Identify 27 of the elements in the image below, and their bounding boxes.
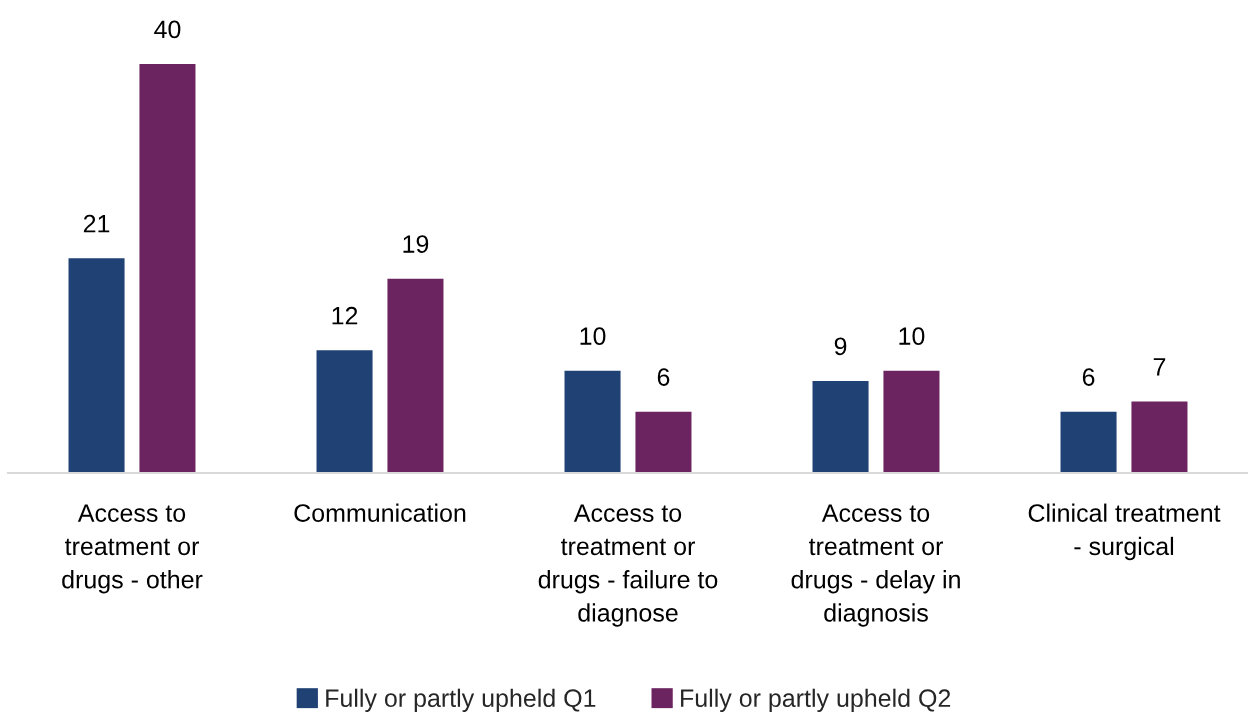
- data-label: 19: [403, 235, 429, 253]
- bar: [316, 350, 373, 473]
- x-tick-label: Communication: [294, 503, 466, 522]
- bar: [1060, 411, 1117, 473]
- data-label: 10: [899, 327, 925, 345]
- bar: [812, 380, 869, 473]
- x-tick-label: Access to treatment or drugs - failure to diagnose: [538, 504, 718, 627]
- x-tick-label: Access to treatment or drugs - other: [62, 504, 203, 594]
- legend-label: Fully or partly upheld Q1: [326, 688, 596, 712]
- data-label: 21: [83, 214, 110, 233]
- x-tick-label: Clinical treatment - surgical: [1028, 503, 1221, 561]
- data-label: 40: [154, 20, 181, 39]
- bar: [387, 278, 444, 473]
- bar: [564, 370, 621, 473]
- bar: [1131, 401, 1188, 473]
- bar: [68, 258, 125, 473]
- data-label: 7: [1153, 358, 1166, 376]
- legend-label: Fully or partly upheld Q2: [681, 688, 951, 712]
- bar: [635, 411, 692, 473]
- x-tick-label: Access to treatment or drugs - delay in diagnosis: [791, 504, 960, 627]
- bar: [883, 370, 940, 473]
- bar: [139, 64, 196, 473]
- data-label: 10: [580, 327, 606, 345]
- data-label: 6: [1082, 368, 1095, 386]
- data-label: 12: [332, 306, 358, 325]
- data-label: 9: [834, 337, 847, 356]
- data-label: 6: [657, 368, 670, 386]
